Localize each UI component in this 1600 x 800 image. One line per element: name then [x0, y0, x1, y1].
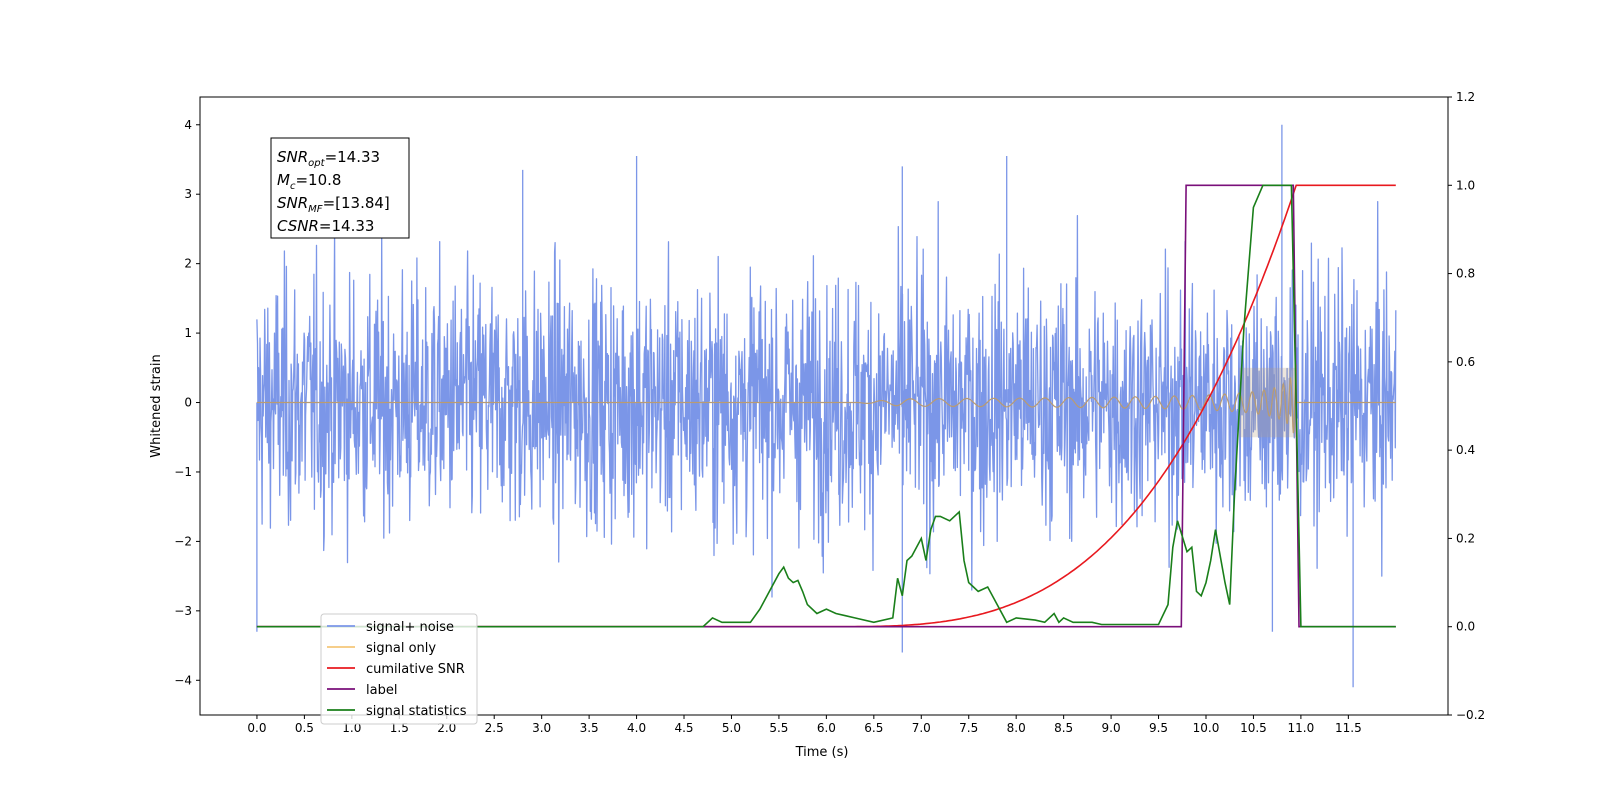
y-tick-label: 1 — [184, 326, 192, 340]
x-tick-label: 5.0 — [722, 721, 741, 735]
annotation-line: SNRMF=[13.84] — [277, 194, 390, 215]
y-tick-label: 4 — [184, 118, 192, 132]
y-tick-label: −3 — [174, 604, 192, 618]
legend-label: cumilative SNR — [366, 662, 465, 677]
axis-layer: 0.0 0.5 1.0 1.5 2.0 2.5 3.0 3.5 4.0 4.5 5.0 5.5 6.0 6… — [174, 90, 1485, 735]
series-signal-statistics — [256, 184, 1396, 628]
x-tick-label: 11.5 — [1335, 721, 1362, 735]
y2-tick-label: −0.2 — [1456, 708, 1485, 722]
x-tick-label: 0.5 — [295, 721, 314, 735]
x-tick-label: 11.0 — [1288, 721, 1315, 735]
annotation-line: Mc=10.8 — [277, 171, 341, 192]
x-tick-label: 2.5 — [485, 721, 504, 735]
y2-tick-label: 0.2 — [1456, 531, 1475, 545]
x-tick-label: 6.5 — [864, 721, 883, 735]
x-tick-label: 5.5 — [769, 721, 788, 735]
y2-tick-label: 0.8 — [1456, 267, 1475, 281]
legend-label: label — [366, 683, 397, 698]
x-tick-label: 6.0 — [817, 721, 836, 735]
x-tick-label: 10.5 — [1240, 721, 1267, 735]
y2-tick-label: 0.6 — [1456, 355, 1475, 369]
chirp-fill — [1239, 367, 1297, 438]
x-tick-label: 7.5 — [959, 721, 978, 735]
x-tick-label: 3.5 — [580, 721, 599, 735]
x-tick-label: 9.5 — [1149, 721, 1168, 735]
series-signal-noise — [256, 124, 1397, 688]
series-layer — [256, 124, 1397, 688]
y2-tick-label: 1.2 — [1456, 90, 1475, 104]
y-tick-label: −1 — [174, 465, 192, 479]
x-axis-label: Time (s) — [795, 745, 849, 760]
x-tick-label: 0.0 — [247, 721, 266, 735]
annotation-line: SNRopt=14.33 — [277, 148, 380, 169]
x-tick-label: 3.0 — [532, 721, 551, 735]
x-tick-label: 4.5 — [674, 721, 693, 735]
x-tick-label: 10.0 — [1193, 721, 1220, 735]
y-tick-label: 3 — [184, 187, 192, 201]
annotation-frame — [270, 137, 410, 239]
x-tick-label: 7.0 — [912, 721, 931, 735]
y-axis-label: Whitened strain — [149, 354, 164, 457]
x-tick-label: 8.0 — [1007, 721, 1026, 735]
y2-tick-label: 1.0 — [1456, 178, 1475, 192]
y-tick-label: −4 — [174, 673, 192, 687]
y2-tick-label: 0.4 — [1456, 443, 1475, 457]
annotation-line: CSNR=14.33 — [277, 217, 374, 235]
legend: signal+ noise signal only cumilative SNR la… — [320, 613, 478, 725]
x-tick-label: 4.0 — [627, 721, 646, 735]
legend-label: signal only — [366, 641, 436, 656]
y2-tick-label: 0.0 — [1456, 620, 1475, 634]
y-tick-label: 0 — [184, 396, 192, 410]
y-tick-label: −2 — [174, 534, 192, 548]
series-signal-only — [256, 362, 1396, 434]
legend-label: signal statistics — [366, 704, 467, 719]
legend-frame — [320, 613, 478, 725]
x-tick-label: 8.5 — [1054, 721, 1073, 735]
x-tick-label: 9.0 — [1102, 721, 1121, 735]
legend-label: signal+ noise — [366, 620, 454, 635]
y-tick-label: 2 — [184, 257, 192, 271]
